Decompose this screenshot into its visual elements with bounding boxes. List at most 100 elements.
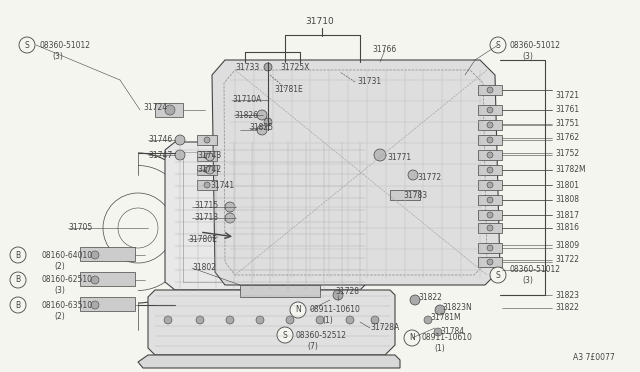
Text: 31781E: 31781E: [274, 86, 303, 94]
Text: (2): (2): [54, 262, 65, 270]
Circle shape: [226, 316, 234, 324]
Text: 31743: 31743: [197, 151, 221, 160]
Text: 31816: 31816: [555, 224, 579, 232]
Text: 31746: 31746: [148, 135, 172, 144]
Text: 08360-51012: 08360-51012: [510, 41, 561, 49]
Text: 08911-10610: 08911-10610: [422, 334, 473, 343]
Text: 31722: 31722: [555, 256, 579, 264]
Circle shape: [118, 208, 158, 248]
Bar: [478, 195, 502, 205]
Text: (3): (3): [52, 51, 63, 61]
Text: B: B: [15, 250, 20, 260]
Bar: [478, 210, 502, 220]
Text: 31721: 31721: [555, 90, 579, 99]
Circle shape: [371, 316, 379, 324]
Circle shape: [490, 267, 506, 283]
Text: 08360-52512: 08360-52512: [295, 330, 346, 340]
Circle shape: [316, 316, 324, 324]
Circle shape: [435, 305, 445, 315]
Bar: [197, 165, 217, 175]
Text: 31725X: 31725X: [280, 64, 310, 73]
Text: N: N: [295, 305, 301, 314]
Bar: [478, 120, 502, 130]
Bar: [155, 103, 183, 117]
Circle shape: [487, 137, 493, 143]
Bar: [197, 135, 217, 145]
Text: (3): (3): [522, 51, 533, 61]
Text: (1): (1): [434, 344, 445, 353]
Text: 08160-63510: 08160-63510: [42, 301, 93, 310]
Text: 31784: 31784: [440, 327, 464, 337]
Text: 31781M: 31781M: [430, 314, 461, 323]
Text: (2): (2): [54, 311, 65, 321]
Circle shape: [204, 167, 210, 173]
Circle shape: [10, 247, 26, 263]
Text: 31808: 31808: [555, 196, 579, 205]
Circle shape: [257, 110, 267, 120]
Text: 31741: 31741: [210, 180, 234, 189]
Text: 31822: 31822: [418, 294, 442, 302]
Text: 31728: 31728: [335, 288, 359, 296]
Circle shape: [164, 316, 172, 324]
Circle shape: [408, 170, 418, 180]
Circle shape: [404, 330, 420, 346]
Circle shape: [487, 225, 493, 231]
Bar: [80, 297, 135, 311]
Text: 31752: 31752: [555, 148, 579, 157]
Text: 08160-64010: 08160-64010: [42, 250, 93, 260]
Bar: [478, 180, 502, 190]
Circle shape: [410, 295, 420, 305]
Text: S: S: [495, 41, 500, 49]
Circle shape: [175, 135, 185, 145]
Text: 31771: 31771: [387, 154, 411, 163]
Circle shape: [487, 182, 493, 188]
Circle shape: [277, 327, 293, 343]
Circle shape: [91, 301, 99, 309]
Text: 31766: 31766: [373, 45, 397, 55]
Text: 31823: 31823: [555, 291, 579, 299]
Circle shape: [225, 202, 235, 212]
Bar: [197, 151, 217, 161]
Text: (3): (3): [54, 286, 65, 295]
Text: A3 7£0077: A3 7£0077: [573, 353, 615, 362]
Circle shape: [487, 152, 493, 158]
Circle shape: [346, 316, 354, 324]
Text: 31817: 31817: [555, 211, 579, 219]
Text: 31705: 31705: [68, 224, 92, 232]
Circle shape: [333, 290, 343, 300]
Polygon shape: [165, 142, 370, 290]
Circle shape: [487, 122, 493, 128]
Text: 31762: 31762: [555, 134, 579, 142]
Circle shape: [487, 212, 493, 218]
Circle shape: [103, 193, 173, 263]
Circle shape: [256, 316, 264, 324]
Text: 31809: 31809: [555, 241, 579, 250]
Bar: [478, 85, 502, 95]
Text: 31733: 31733: [236, 64, 260, 73]
Text: 31772: 31772: [417, 173, 441, 183]
Text: 31822: 31822: [555, 304, 579, 312]
Bar: [478, 257, 502, 267]
Bar: [240, 285, 320, 297]
Bar: [478, 135, 502, 145]
Text: 31731: 31731: [357, 77, 381, 87]
Circle shape: [487, 107, 493, 113]
Text: S: S: [24, 41, 29, 49]
Circle shape: [374, 149, 386, 161]
Circle shape: [204, 137, 210, 143]
Circle shape: [10, 297, 26, 313]
Bar: [80, 247, 135, 261]
Circle shape: [10, 272, 26, 288]
Circle shape: [264, 63, 272, 71]
Circle shape: [257, 125, 267, 135]
Text: (1): (1): [322, 317, 333, 326]
Text: 08360-51012: 08360-51012: [510, 266, 561, 275]
Circle shape: [264, 118, 272, 126]
Circle shape: [196, 316, 204, 324]
Text: (3): (3): [522, 276, 533, 285]
Polygon shape: [212, 60, 500, 285]
Text: 08911-10610: 08911-10610: [310, 305, 361, 314]
Circle shape: [91, 276, 99, 284]
Circle shape: [487, 87, 493, 93]
Text: 31826: 31826: [234, 110, 258, 119]
